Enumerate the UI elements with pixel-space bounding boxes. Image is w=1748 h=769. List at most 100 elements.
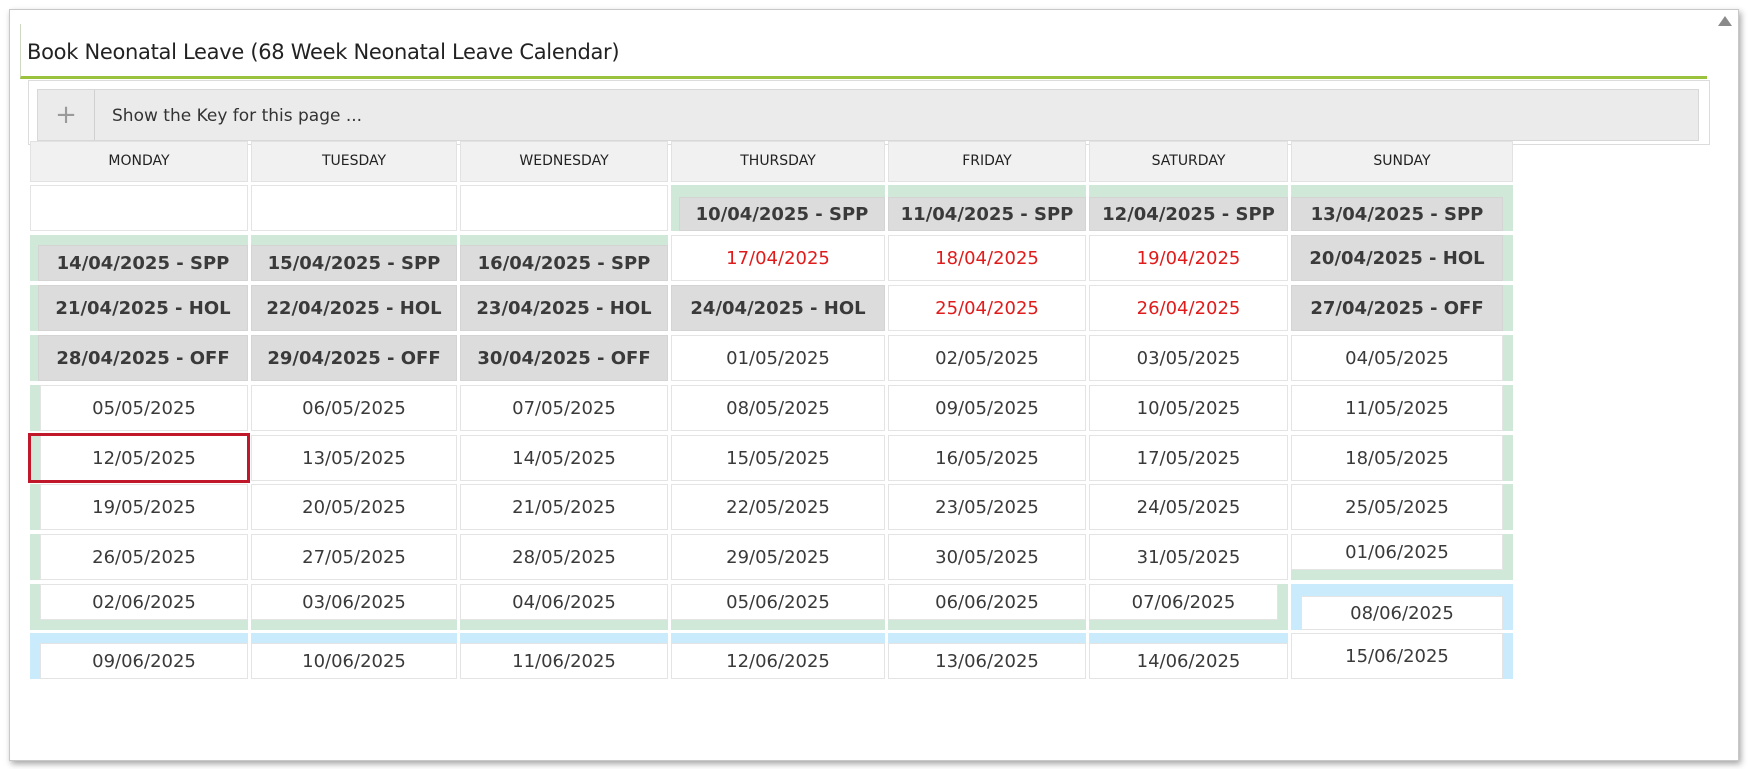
calendar-day-label: 09/06/2025 <box>40 643 248 679</box>
calendar-day-cell[interactable]: 29/05/2025 <box>671 534 885 580</box>
calendar-day-label: 13/05/2025 <box>251 435 457 481</box>
calendar-day-cell[interactable]: 14/04/2025 - SPP <box>30 235 248 281</box>
plus-icon[interactable] <box>38 90 95 140</box>
calendar-day-label: 21/05/2025 <box>460 484 668 530</box>
calendar-day-label: 14/05/2025 <box>460 435 668 481</box>
calendar-day-label: 30/05/2025 <box>888 534 1086 580</box>
calendar-day-cell[interactable]: 18/05/2025 <box>1291 435 1513 481</box>
calendar-day-cell[interactable]: 21/04/2025 - HOL <box>30 285 248 331</box>
calendar-day-cell[interactable]: 26/05/2025 <box>30 534 248 580</box>
calendar-day-label: 25/05/2025 <box>1291 484 1503 530</box>
calendar-day-cell[interactable]: 01/06/2025 <box>1291 534 1513 580</box>
calendar-day-cell[interactable]: 22/04/2025 - HOL <box>251 285 457 331</box>
calendar-day-cell[interactable]: 27/04/2025 - OFF <box>1291 285 1513 331</box>
calendar-day-cell[interactable]: 05/06/2025 <box>671 584 885 630</box>
calendar-day-label: 09/05/2025 <box>888 385 1086 431</box>
calendar-day-cell[interactable]: 10/04/2025 - SPP <box>671 185 885 231</box>
calendar-day-cell[interactable]: 30/04/2025 - OFF <box>460 335 668 381</box>
calendar-day-label: 29/04/2025 - OFF <box>251 335 457 381</box>
calendar-day-cell[interactable]: 16/05/2025 <box>888 435 1086 481</box>
scroll-up-arrow-icon[interactable] <box>1718 16 1732 26</box>
calendar-day-cell[interactable]: 15/04/2025 - SPP <box>251 235 457 281</box>
calendar-day-cell[interactable]: 21/05/2025 <box>460 484 668 530</box>
calendar-day-label: 03/06/2025 <box>251 584 457 620</box>
calendar-day-cell[interactable]: 14/05/2025 <box>460 435 668 481</box>
calendar-day-cell[interactable]: 20/05/2025 <box>251 484 457 530</box>
calendar-day-cell[interactable]: 28/04/2025 - OFF <box>30 335 248 381</box>
calendar-day-cell[interactable]: 17/05/2025 <box>1089 435 1288 481</box>
calendar-day-cell[interactable]: 13/05/2025 <box>251 435 457 481</box>
calendar-day-cell[interactable]: 13/04/2025 - SPP <box>1291 185 1513 231</box>
calendar-day-label: 23/04/2025 - HOL <box>460 285 668 331</box>
calendar-day-cell[interactable]: 11/05/2025 <box>1291 385 1513 431</box>
calendar-day-cell[interactable]: 25/05/2025 <box>1291 484 1513 530</box>
calendar-day-label: 15/04/2025 - SPP <box>251 245 457 281</box>
calendar-day-cell[interactable]: 11/04/2025 - SPP <box>888 185 1086 231</box>
calendar-day-label: 06/06/2025 <box>888 584 1086 620</box>
calendar-day-label: 16/05/2025 <box>888 435 1086 481</box>
calendar-day-cell[interactable]: 20/04/2025 - HOL <box>1291 235 1513 281</box>
calendar-day-cell[interactable]: 29/04/2025 - OFF <box>251 335 457 381</box>
calendar-day-cell[interactable]: 17/04/2025 <box>671 235 885 281</box>
calendar-day-cell[interactable]: 12/05/2025 <box>30 435 248 481</box>
calendar-day-label: 04/05/2025 <box>1291 335 1503 381</box>
calendar-day-cell[interactable]: 15/05/2025 <box>671 435 885 481</box>
calendar-day-label: 31/05/2025 <box>1089 534 1288 580</box>
calendar-day-label: 12/04/2025 - SPP <box>1089 197 1288 231</box>
calendar-day-cell[interactable]: 15/06/2025 <box>1291 633 1513 679</box>
calendar-day-cell[interactable]: 30/05/2025 <box>888 534 1086 580</box>
calendar-day-label: 11/04/2025 - SPP <box>888 197 1086 231</box>
calendar-day-cell[interactable]: 31/05/2025 <box>1089 534 1288 580</box>
calendar-day-cell[interactable]: 16/04/2025 - SPP <box>460 235 668 281</box>
weekday-header-thursday: THURSDAY <box>671 141 885 182</box>
calendar-day-label: 26/05/2025 <box>40 534 248 580</box>
calendar-day-cell[interactable]: 23/05/2025 <box>888 484 1086 530</box>
calendar-day-cell[interactable]: 01/05/2025 <box>671 335 885 381</box>
calendar-day-cell[interactable]: 24/04/2025 - HOL <box>671 285 885 331</box>
calendar-day-cell[interactable]: 13/06/2025 <box>888 633 1086 679</box>
calendar-day-cell[interactable]: 02/06/2025 <box>30 584 248 630</box>
calendar-day-label: 20/04/2025 - HOL <box>1291 235 1503 281</box>
calendar-day-cell[interactable]: 04/05/2025 <box>1291 335 1513 381</box>
calendar-day-cell[interactable]: 08/05/2025 <box>671 385 885 431</box>
calendar-day-cell[interactable]: 03/05/2025 <box>1089 335 1288 381</box>
calendar-day-cell[interactable]: 10/06/2025 <box>251 633 457 679</box>
calendar-day-cell[interactable]: 02/05/2025 <box>888 335 1086 381</box>
calendar-day-cell[interactable]: 04/06/2025 <box>460 584 668 630</box>
calendar-empty-cell <box>30 185 248 231</box>
calendar-day-cell[interactable]: 23/04/2025 - HOL <box>460 285 668 331</box>
calendar-day-cell[interactable]: 24/05/2025 <box>1089 484 1288 530</box>
calendar-day-cell[interactable]: 07/06/2025 <box>1089 584 1288 630</box>
calendar-day-cell[interactable]: 19/04/2025 <box>1089 235 1288 281</box>
show-key-label[interactable]: Show the Key for this page ... <box>112 106 363 126</box>
calendar-day-cell[interactable]: 06/06/2025 <box>888 584 1086 630</box>
calendar-day-cell[interactable]: 09/05/2025 <box>888 385 1086 431</box>
calendar-day-cell[interactable]: 26/04/2025 <box>1089 285 1288 331</box>
calendar-day-cell[interactable]: 12/06/2025 <box>671 633 885 679</box>
calendar-day-label: 13/04/2025 - SPP <box>1291 197 1503 231</box>
calendar-day-cell[interactable]: 27/05/2025 <box>251 534 457 580</box>
calendar-day-cell[interactable]: 08/06/2025 <box>1291 584 1513 630</box>
calendar-day-cell[interactable]: 18/04/2025 <box>888 235 1086 281</box>
calendar-day-label: 25/04/2025 <box>888 285 1086 331</box>
calendar-day-cell[interactable]: 03/06/2025 <box>251 584 457 630</box>
calendar-day-label <box>251 185 457 231</box>
calendar-day-label: 05/05/2025 <box>40 385 248 431</box>
calendar-day-cell[interactable]: 12/04/2025 - SPP <box>1089 185 1288 231</box>
calendar-day-cell[interactable]: 06/05/2025 <box>251 385 457 431</box>
weekday-header-friday: FRIDAY <box>888 141 1086 182</box>
calendar-day-label: 27/05/2025 <box>251 534 457 580</box>
calendar-day-cell[interactable]: 19/05/2025 <box>30 484 248 530</box>
calendar-day-cell[interactable]: 25/04/2025 <box>888 285 1086 331</box>
calendar-day-cell[interactable]: 09/06/2025 <box>30 633 248 679</box>
calendar-day-cell[interactable]: 28/05/2025 <box>460 534 668 580</box>
calendar-day-cell[interactable]: 22/05/2025 <box>671 484 885 530</box>
calendar-day-cell[interactable]: 05/05/2025 <box>30 385 248 431</box>
calendar-day-cell[interactable]: 14/06/2025 <box>1089 633 1288 679</box>
show-key-toggle[interactable]: Show the Key for this page ... <box>37 89 1699 141</box>
calendar-day-cell[interactable]: 10/05/2025 <box>1089 385 1288 431</box>
calendar-day-cell[interactable]: 07/05/2025 <box>460 385 668 431</box>
calendar-day-cell[interactable]: 11/06/2025 <box>460 633 668 679</box>
calendar-day-label: 05/06/2025 <box>671 584 885 620</box>
calendar-day-label <box>30 185 248 231</box>
